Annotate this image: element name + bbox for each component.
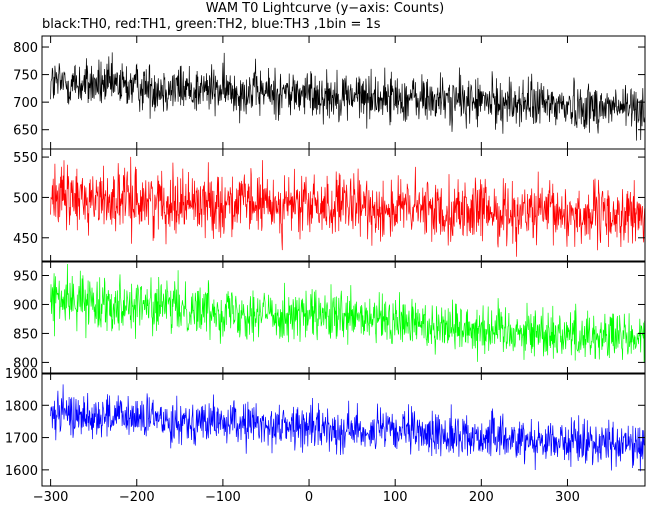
y-tick-label: 650	[13, 124, 38, 139]
x-tick-label: −300	[33, 490, 69, 505]
panel-frame-th1	[41, 148, 646, 263]
x-tick-label: 0	[305, 490, 313, 505]
series-line-th0	[50, 52, 645, 141]
panel-frame-th2	[41, 260, 646, 375]
chart-title: WAM T0 Lightcurve (y−axis: Counts)	[205, 1, 445, 16]
x-tick-label: 300	[555, 490, 580, 505]
x-tick-label: 100	[383, 490, 408, 505]
y-tick-label: 1600	[5, 464, 38, 479]
y-tick-label: 800	[13, 356, 38, 371]
y-tick-label: 900	[13, 298, 38, 313]
y-tick-label: 450	[13, 232, 38, 247]
y-tick-label: 1700	[5, 432, 38, 447]
series-line-th1	[50, 156, 645, 257]
series-line-th3	[50, 384, 645, 472]
x-tick-label: −100	[205, 490, 241, 505]
chart-subtitle: black:TH0, red:TH1, green:TH2, blue:TH3 …	[42, 17, 381, 32]
series-line-th2	[50, 263, 645, 363]
y-tick-label: 1800	[5, 399, 38, 414]
y-tick-label: 700	[13, 96, 38, 111]
y-tick-label: 550	[13, 151, 38, 166]
y-tick-label: 850	[13, 327, 38, 342]
y-tick-label: 950	[13, 269, 38, 284]
x-tick-label: 200	[469, 490, 494, 505]
y-tick-label: 750	[13, 69, 38, 84]
y-tick-label: 1900	[5, 367, 38, 382]
y-tick-label: 800	[13, 41, 38, 56]
panel-frame-th3	[41, 372, 646, 487]
x-tick-label: −200	[119, 490, 155, 505]
y-tick-label: 500	[13, 191, 38, 206]
